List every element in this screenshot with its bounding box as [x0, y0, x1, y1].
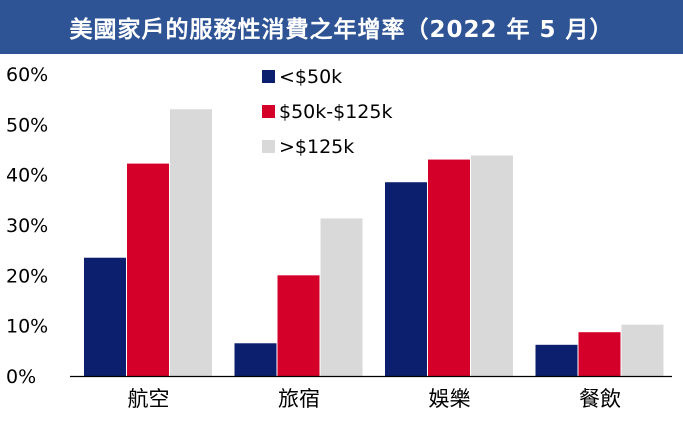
bar	[621, 324, 664, 376]
legend-label: $50k-$125k	[279, 101, 392, 123]
bar	[578, 332, 621, 376]
y-tick-label: 10%	[6, 316, 48, 338]
y-tick-label: 50%	[6, 114, 48, 136]
bar	[277, 275, 320, 376]
y-tick-label: 60%	[6, 64, 48, 86]
x-category-label: 旅宿	[278, 387, 320, 411]
x-category-label: 娛樂	[429, 387, 471, 411]
bar	[320, 218, 363, 376]
bar	[84, 257, 126, 376]
x-category-label: 航空	[128, 387, 170, 411]
legend-swatch	[262, 140, 275, 153]
legend-label: >$125k	[279, 136, 354, 158]
bar	[535, 344, 578, 376]
bar	[385, 182, 427, 376]
legend-swatch	[262, 105, 275, 118]
bar	[471, 155, 513, 376]
chart-title: 美國家戶的服務性消費之年增率（2022 年 5 月）	[69, 17, 614, 43]
bar	[127, 163, 169, 376]
bar	[234, 343, 277, 376]
chart-title-bar: 美國家戶的服務性消費之年增率（2022 年 5 月）	[0, 0, 683, 54]
y-tick-label: 30%	[6, 215, 48, 237]
x-category-label: 餐飲	[579, 387, 621, 411]
bar-chart: 0% 10% 20% 30% 40% 50% 60% 航空 旅宿 娛樂 餐飲 <$50k $50k-$1…	[6, 64, 672, 411]
y-tick-label: 20%	[6, 265, 48, 287]
bar	[428, 159, 470, 376]
legend-swatch	[262, 70, 275, 83]
legend-label: <$50k	[279, 66, 342, 88]
y-tick-label: 40%	[6, 165, 48, 187]
bar	[170, 109, 212, 376]
y-tick-label: 0%	[6, 366, 36, 388]
